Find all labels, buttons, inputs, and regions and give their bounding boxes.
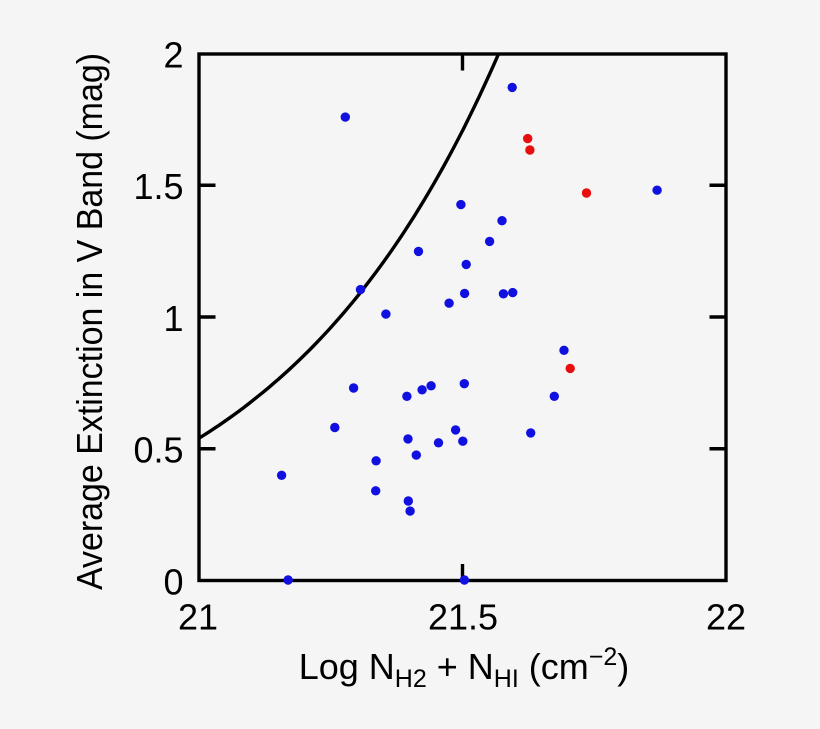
- svg-text:0: 0: [163, 562, 183, 603]
- svg-text:2: 2: [163, 35, 183, 76]
- svg-text:1: 1: [163, 298, 183, 339]
- svg-text:Average Extinction in V Band (: Average Extinction in V Band (mag): [69, 53, 110, 590]
- svg-text:0.5: 0.5: [133, 430, 183, 471]
- svg-text:22: 22: [706, 597, 746, 638]
- svg-text:1.5: 1.5: [133, 166, 183, 207]
- svg-text:21: 21: [178, 597, 218, 638]
- svg-text:Log NH2 + NHI (cm−2): Log NH2 + NHI (cm−2): [299, 643, 630, 693]
- svg-text:21.5: 21.5: [428, 597, 498, 638]
